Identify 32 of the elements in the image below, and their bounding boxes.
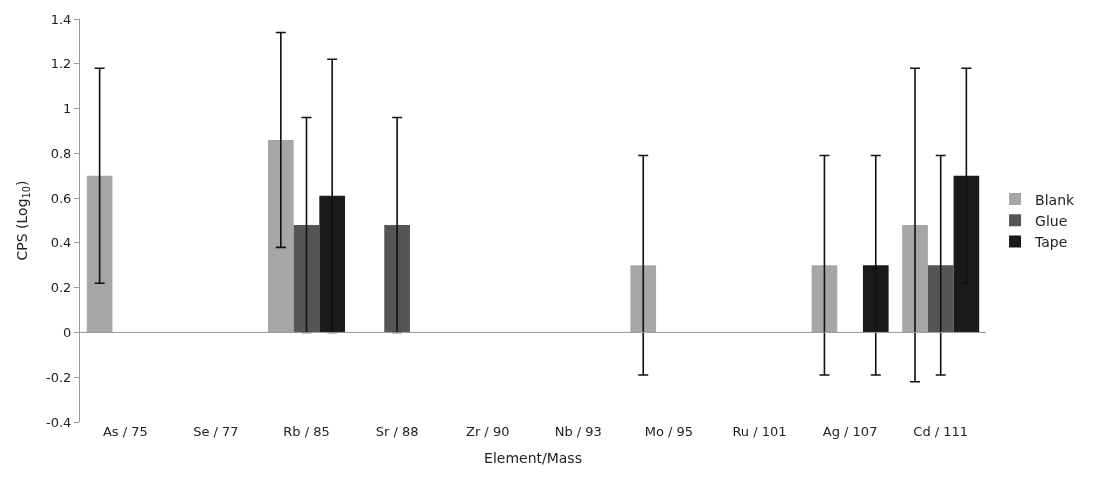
x-tick-label: Ag / 107 [822, 424, 878, 439]
y-tick-label: 1.2 [50, 56, 72, 72]
y-tick-label: 0 [63, 324, 72, 340]
y-tick-label: -0.2 [46, 369, 72, 385]
x-tick-label: Ru / 101 [732, 424, 787, 439]
bar [630, 265, 657, 333]
bar [293, 224, 320, 333]
x-tick-label: Mo / 95 [644, 424, 694, 439]
bar [384, 224, 410, 333]
bar [811, 265, 838, 333]
bar [927, 265, 954, 333]
y-tick-label: 0.2 [50, 280, 72, 296]
y-tick-label: 1 [63, 101, 72, 117]
y-tick-label: 0.6 [50, 190, 72, 206]
bar [902, 224, 928, 333]
y-tick-label: -0.4 [46, 414, 72, 430]
x-tick-label: Sr / 88 [375, 424, 419, 439]
bar [268, 139, 294, 333]
legend-label: Blank [1035, 191, 1076, 208]
x-tick-label: Zr / 90 [465, 424, 510, 439]
x-tick-label: Se / 77 [193, 424, 239, 439]
legend-label: Glue [1035, 212, 1068, 229]
x-tick-label: Cd / 111 [913, 424, 969, 439]
y-tick-label: 0.4 [50, 235, 72, 251]
x-axis-title: Element/Mass [484, 450, 582, 467]
bar [86, 175, 113, 333]
y-tick-label: 0.8 [50, 145, 72, 161]
legend-label: Tape [1034, 233, 1068, 250]
x-tick-label: Rb / 85 [283, 424, 330, 439]
y-tick-label: 1.4 [50, 11, 72, 27]
x-tick-label: Nb / 93 [554, 424, 602, 439]
x-tick-label: As / 75 [102, 424, 148, 439]
